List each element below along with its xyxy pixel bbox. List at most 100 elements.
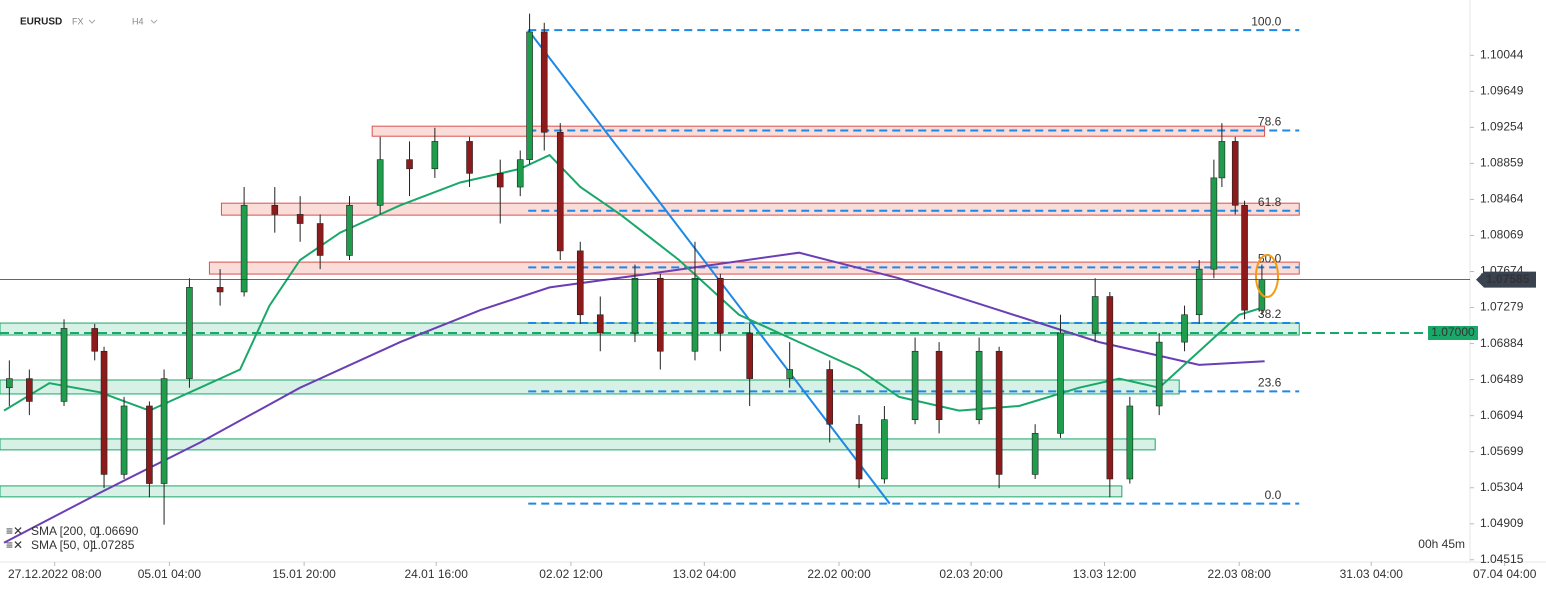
candle-body: [1106, 296, 1114, 480]
candle-body: [526, 31, 533, 160]
y-tick-label: 1.05304: [1480, 480, 1524, 494]
zone: [0, 485, 1123, 498]
candle-body: [1210, 177, 1218, 270]
market[interactable]: FX: [72, 16, 84, 26]
candle-body: [691, 277, 699, 352]
legend-icon: ≡✕: [6, 538, 23, 552]
candle-body: [540, 31, 548, 133]
candle-body: [1195, 268, 1203, 316]
candle-body: [826, 369, 834, 425]
candle-body: [1241, 204, 1248, 311]
candle-body: [935, 350, 943, 420]
candle-body: [316, 223, 324, 256]
x-tick-label: 22.02 00:00: [807, 567, 871, 581]
y-tick-label: 1.06489: [1480, 372, 1524, 386]
legend-value: 1.06690: [95, 524, 139, 538]
zone: [220, 202, 1300, 216]
candle-body: [186, 287, 193, 379]
candle-body: [376, 159, 384, 206]
candle-body: [1231, 141, 1239, 206]
candle-body: [746, 332, 753, 379]
candle-body: [786, 369, 793, 379]
x-tick-label: 31.03 04:00: [1340, 567, 1404, 581]
candle-body: [120, 405, 128, 475]
x-tick-label: 02.02 12:00: [539, 567, 603, 581]
candle-body: [91, 328, 99, 352]
candle-body: [656, 277, 664, 352]
candle-body: [995, 350, 1003, 475]
legend-value: 1.07285: [91, 538, 135, 552]
price-level-tag: [1428, 326, 1478, 341]
dropdown-icon[interactable]: [150, 19, 158, 24]
x-tick-label: 13.03 12:00: [1073, 567, 1137, 581]
fib-label: 23.6: [1258, 376, 1282, 390]
candle-body: [466, 141, 473, 174]
candle-body: [516, 159, 524, 188]
x-tick-label: 24.01 16:00: [404, 567, 468, 581]
candle-body: [975, 350, 983, 420]
countdown: 00h 45m: [1418, 537, 1465, 551]
plot-area: 100.078.661.850.038.223.60.0: [0, 13, 1425, 544]
y-tick-label: 1.09649: [1480, 83, 1524, 97]
candle-body: [911, 350, 919, 420]
candle-body: [216, 287, 224, 293]
candle-body: [406, 159, 413, 170]
y-tick-label: 1.05699: [1480, 444, 1524, 458]
candle-body: [271, 204, 279, 215]
zone: [0, 438, 1156, 451]
candle-body: [717, 277, 724, 334]
candle-body: [60, 328, 68, 402]
y-tick-label: 1.04909: [1480, 516, 1524, 530]
candle-body: [431, 141, 439, 170]
last-price-label: 1.07585: [1486, 272, 1530, 286]
timeframe[interactable]: H4: [132, 16, 144, 26]
legend-name: SMA [50, 0]: [31, 538, 93, 552]
candle-body: [1155, 341, 1163, 407]
symbol[interactable]: EURUSD: [20, 17, 62, 28]
last-price-tag: [1476, 271, 1536, 288]
fib-label: 0.0: [1265, 488, 1282, 502]
candle-body: [26, 378, 33, 402]
x-tick-label: 22.03 08:00: [1208, 567, 1272, 581]
candle-body: [881, 419, 888, 480]
candle-body: [556, 131, 564, 252]
y-tick-label: 1.06884: [1480, 336, 1524, 350]
candle-body: [596, 314, 604, 334]
candle-body: [1031, 433, 1039, 475]
y-tick-label: 1.08859: [1480, 156, 1524, 170]
candle-body: [1218, 141, 1226, 179]
x-tick-label: 05.01 04:00: [138, 567, 202, 581]
candle-body: [1181, 314, 1188, 343]
candle-body: [100, 350, 108, 475]
candle-body: [1126, 405, 1134, 480]
candle-body: [240, 204, 248, 293]
y-tick-label: 1.08069: [1480, 228, 1524, 242]
x-tick-label: 13.02 04:00: [673, 567, 737, 581]
x-tick-label: 07.04 04:00: [1473, 567, 1537, 581]
candle-body: [576, 250, 584, 316]
x-tick-label: 02.03 20:00: [939, 567, 1003, 581]
candle-body: [1057, 332, 1064, 434]
fib-label: 78.6: [1258, 115, 1282, 129]
candle-body: [1091, 296, 1099, 334]
sma-line: [3, 153, 1265, 412]
highlight-ellipse: [1255, 254, 1279, 298]
x-tick-label: 27.12.2022 08:00: [8, 567, 102, 581]
y-tick-label: 1.09254: [1480, 120, 1524, 134]
x-tick-label: 15.01 20:00: [272, 567, 336, 581]
legend-icon: ≡✕: [6, 524, 23, 538]
y-tick-label: 1.06094: [1480, 408, 1524, 422]
dropdown-icon[interactable]: [88, 19, 96, 24]
candle-body: [855, 423, 863, 480]
candle-body: [496, 173, 504, 188]
y-tick-label: 1.07279: [1480, 300, 1524, 314]
candle-body: [160, 378, 168, 484]
sma-line: [3, 251, 1265, 544]
candle-body: [346, 204, 353, 256]
fib-label: 38.2: [1258, 307, 1282, 321]
candle-body: [146, 405, 153, 484]
candle-body: [6, 378, 13, 389]
